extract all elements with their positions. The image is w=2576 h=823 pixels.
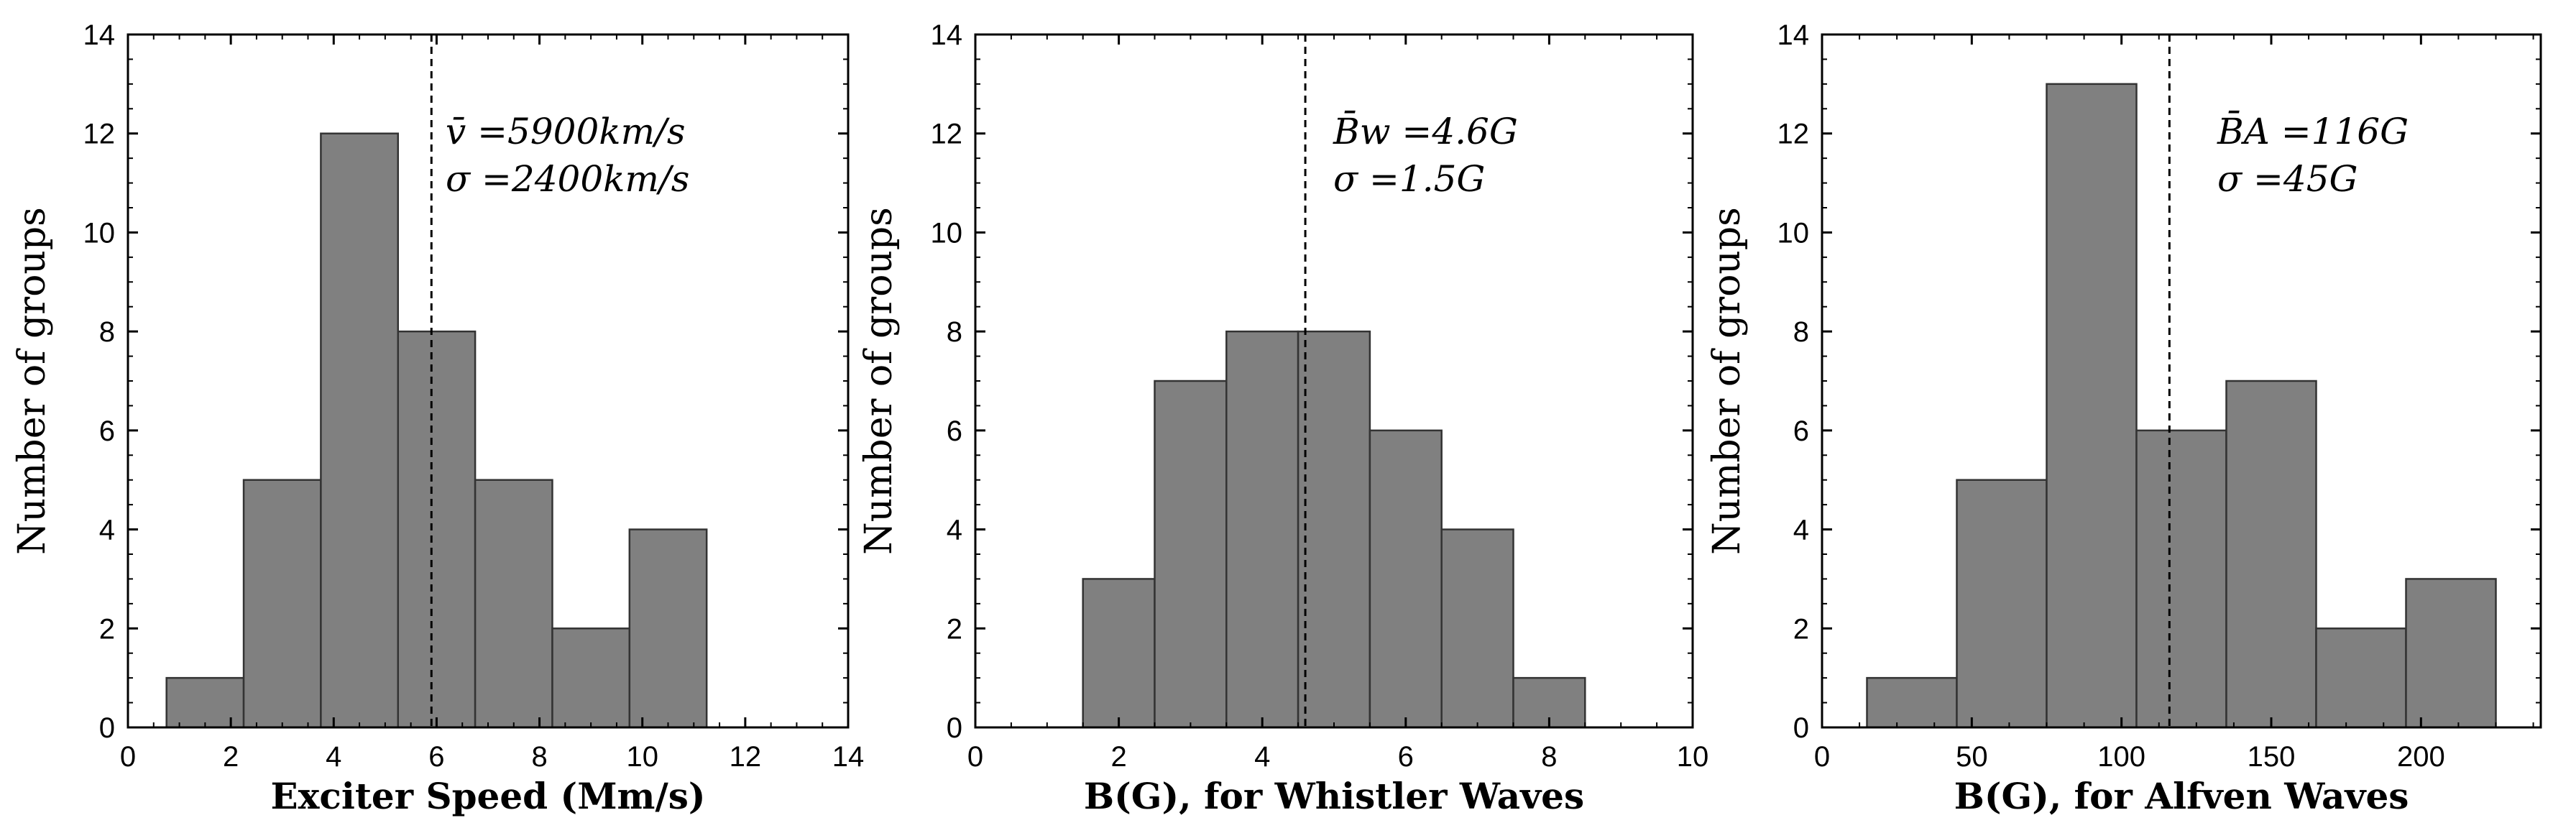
x-tick-label: 14 — [832, 741, 865, 773]
histogram-bar — [1225, 330, 1300, 729]
y-tick-label: 14 — [1777, 19, 1810, 51]
y-tick-label: 2 — [947, 613, 962, 645]
x-tick-label: 8 — [531, 741, 547, 773]
histogram-bar — [2225, 380, 2317, 729]
sigma-annotation: σ =2400km/s — [446, 158, 689, 200]
y-tick-label: 12 — [931, 119, 963, 150]
x-tick-label: 100 — [2097, 741, 2145, 773]
x-tick-label: 200 — [2397, 741, 2445, 773]
x-tick-label: 4 — [326, 741, 341, 773]
x-tick-label: 6 — [1398, 741, 1414, 773]
y-tick-label: 14 — [931, 19, 963, 51]
x-tick-label: 8 — [1541, 741, 1557, 773]
y-tick-label: 10 — [1777, 217, 1810, 249]
x-tick-label: 2 — [1110, 741, 1126, 773]
x-tick-label: 50 — [1956, 741, 1988, 773]
y-tick-label: 12 — [83, 119, 116, 150]
y-axis-label: Number of groups — [11, 207, 54, 555]
mean-annotation: v̄ =5900km/s — [446, 111, 686, 152]
panel-whistler-waves: 0 2 4 6 8 10 12 14 0 2 4 6 8 10 B(G), for Whistler Wav… — [857, 19, 1708, 817]
histogram-bar — [2046, 83, 2138, 729]
y-tick-label: 0 — [99, 712, 115, 744]
x-tick-label: 10 — [1677, 741, 1709, 773]
x-tick-label: 0 — [120, 741, 136, 773]
histogram-bar — [320, 132, 399, 729]
y-tick-label: 2 — [99, 613, 115, 645]
y-axis-label: Number of groups — [1706, 207, 1749, 555]
histogram-bar — [2315, 627, 2407, 729]
histogram-bar — [1866, 676, 1958, 729]
x-axis-label: Exciter Speed (Mm/s) — [270, 775, 705, 817]
histogram-bar — [1440, 528, 1514, 729]
y-tick-label: 10 — [931, 217, 963, 249]
histogram-bar — [1082, 578, 1156, 729]
x-tick-label: 10 — [626, 741, 658, 773]
x-tick-label: 6 — [428, 741, 444, 773]
y-tick-label: 8 — [947, 316, 962, 348]
x-tick-label: 12 — [730, 741, 762, 773]
y-tick-label: 4 — [99, 515, 115, 546]
y-tick-label: 4 — [1793, 515, 1809, 546]
histogram-bar — [1154, 380, 1228, 729]
x-axis-label: B(G), for Whistler Waves — [1084, 775, 1584, 817]
y-tick-label: 2 — [1793, 613, 1809, 645]
y-tick-label: 6 — [1793, 415, 1809, 447]
histogram-bar — [2405, 578, 2497, 729]
panel-exciter-speed: 0 2 4 6 8 10 12 14 0 2 4 6 8 10 12 14 Exciter Speed (Mm/… — [11, 19, 864, 817]
sigma-annotation: σ =45G — [2217, 158, 2358, 200]
histogram-bar — [1956, 479, 2048, 729]
y-tick-label: 6 — [947, 415, 962, 447]
mean-annotation: B̄w =4.6G — [1333, 110, 1518, 152]
histogram-bar — [628, 528, 708, 729]
y-tick-label: 4 — [947, 515, 962, 546]
histogram-bar — [474, 479, 553, 729]
y-tick-label: 0 — [947, 712, 962, 744]
x-tick-label: 0 — [1814, 741, 1830, 773]
y-tick-label: 14 — [83, 19, 116, 51]
histogram-bar — [397, 330, 477, 729]
histogram-bar — [551, 627, 631, 729]
x-tick-label: 150 — [2248, 741, 2296, 773]
x-tick-label: 4 — [1254, 741, 1270, 773]
histogram-bar — [1297, 330, 1371, 729]
y-tick-label: 0 — [1793, 712, 1809, 744]
y-axis-label: Number of groups — [857, 207, 901, 555]
y-tick-label: 10 — [83, 217, 116, 249]
y-tick-label: 8 — [1793, 316, 1809, 348]
x-tick-label: 0 — [967, 741, 983, 773]
y-tick-label: 6 — [99, 415, 115, 447]
histogram-bar — [165, 676, 245, 729]
y-tick-label: 8 — [99, 316, 115, 348]
histogram-bar — [1368, 429, 1443, 729]
histogram-bar — [242, 479, 322, 729]
x-axis-label: B(G), for Alfven Waves — [1954, 775, 2409, 817]
mean-annotation: B̄A =116G — [2217, 110, 2409, 152]
y-tick-label: 12 — [1777, 119, 1810, 150]
histogram-bar — [2135, 429, 2227, 729]
sigma-annotation: σ =1.5G — [1333, 158, 1485, 200]
x-tick-label: 2 — [223, 741, 239, 773]
